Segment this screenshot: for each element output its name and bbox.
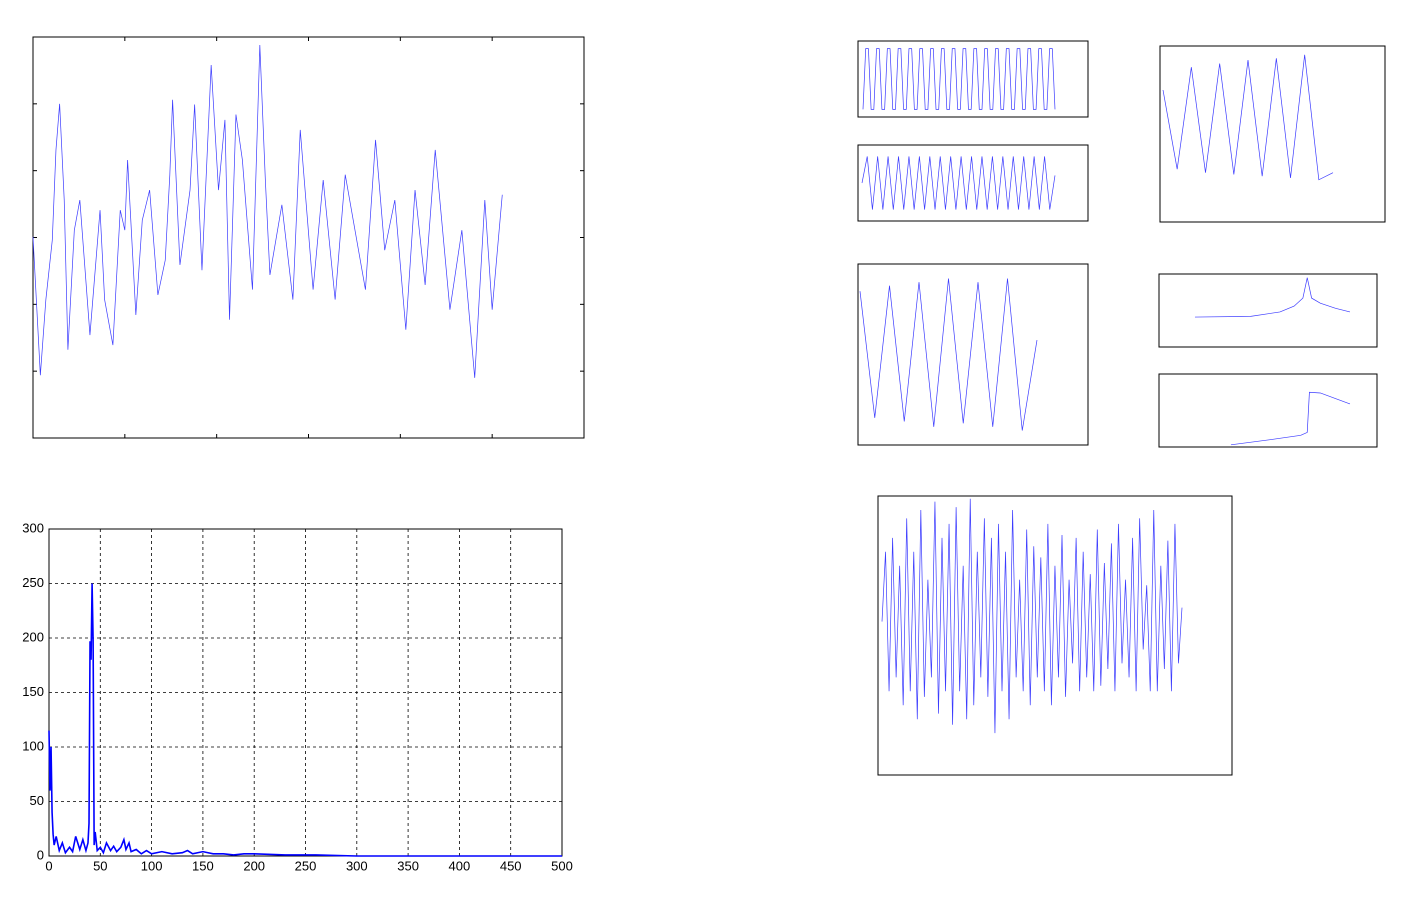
- data-line: [32, 45, 503, 378]
- y-tick-label: 100: [22, 738, 44, 753]
- y-tick-label: 250: [22, 575, 44, 590]
- x-tick-label: 500: [551, 858, 573, 873]
- data-line: [881, 498, 1183, 734]
- data-line: [1162, 54, 1334, 181]
- x-tick-label: 150: [192, 858, 214, 873]
- x-tick-label: 450: [500, 858, 522, 873]
- x-tick-label: 300: [346, 858, 368, 873]
- x-tick-label: 350: [397, 858, 419, 873]
- axes-box: [1158, 373, 1378, 448]
- data-line: [48, 583, 562, 857]
- data-line: [1194, 277, 1351, 318]
- y-tick-label: 0: [37, 847, 44, 862]
- data-line: [859, 278, 1038, 431]
- y-tick-label: 200: [22, 629, 44, 644]
- axes-box: [32, 36, 585, 439]
- x-tick-label: 250: [295, 858, 317, 873]
- axes-box: [877, 495, 1233, 776]
- data-line: [1230, 391, 1351, 446]
- axes-box: [857, 263, 1089, 446]
- data-line: [861, 156, 1056, 210]
- axes-box: [1159, 45, 1386, 223]
- x-tick-label: 50: [93, 858, 107, 873]
- axes-box: [1158, 273, 1378, 348]
- data-line: [862, 48, 1056, 110]
- y-tick-label: 50: [30, 793, 44, 808]
- x-tick-label: 0: [45, 858, 52, 873]
- y-tick-label: 150: [22, 684, 44, 699]
- x-tick-label: 200: [243, 858, 265, 873]
- x-tick-label: 400: [449, 858, 471, 873]
- x-tick-label: 100: [141, 858, 163, 873]
- y-tick-label: 300: [22, 520, 44, 535]
